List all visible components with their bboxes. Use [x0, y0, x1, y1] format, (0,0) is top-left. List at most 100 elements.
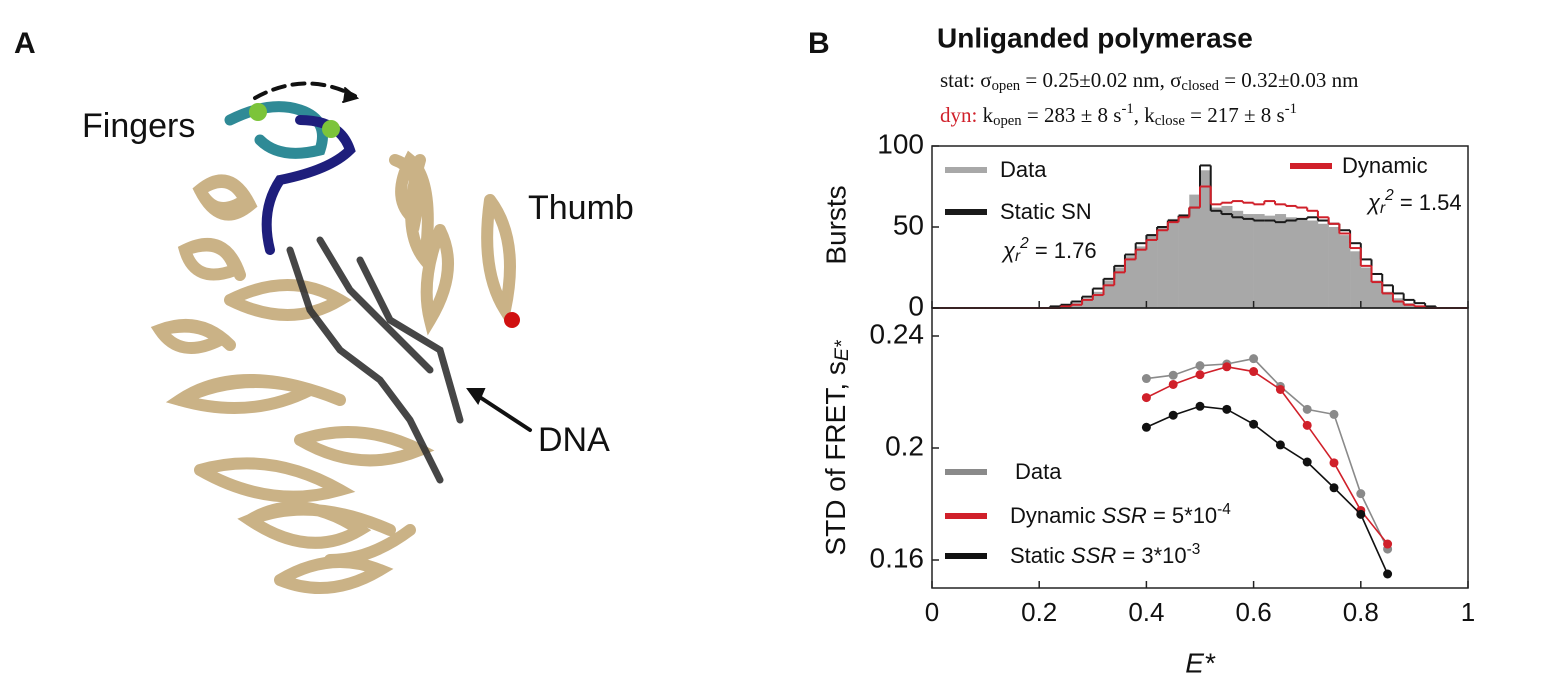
data-point: [1195, 401, 1205, 411]
histogram-bar: [1328, 227, 1340, 308]
fit-annotation: χr2 = 1.76: [1001, 235, 1097, 265]
y-axis-label: Bursts: [820, 185, 851, 264]
x-tick-label: 0.2: [1021, 597, 1057, 627]
legend-name: Dynamic: [1010, 503, 1096, 528]
panel-label: A: [14, 27, 36, 60]
annotation-part: -4: [1217, 501, 1231, 518]
histogram-bar: [1221, 205, 1233, 308]
histogram-bar: [1178, 214, 1190, 308]
subtitle-part: closed: [1181, 78, 1219, 94]
annotation-part: = 3*10: [1116, 543, 1186, 568]
histogram-bar: [1124, 256, 1136, 308]
histogram-bar: [1189, 194, 1201, 308]
y-tick-label: 0: [908, 290, 924, 321]
annotation-part: r: [1015, 248, 1021, 265]
histogram-bar: [1146, 235, 1158, 308]
histogram-bar: [1242, 214, 1254, 308]
annotation-part: χ: [1001, 238, 1016, 263]
data-point: [1249, 367, 1259, 377]
x-axis-label: E*: [1185, 647, 1216, 678]
data-point: [1222, 362, 1232, 372]
subtitle-part: dyn:: [940, 103, 977, 127]
legend-label: Data: [1000, 157, 1047, 182]
data-point: [1168, 370, 1178, 380]
annotation-part: = 5*10: [1147, 503, 1217, 528]
subtitle-part: = 283 ± 8 s: [1022, 103, 1122, 127]
histogram-bar: [1210, 207, 1222, 308]
chart-title: Unliganded polymerase: [937, 22, 1253, 53]
data-point: [1383, 569, 1393, 579]
data-point: [1302, 420, 1312, 430]
y-tick-label: 0.16: [870, 542, 925, 573]
annotation-part: = 1.76: [1029, 238, 1097, 263]
data-point: [1141, 422, 1151, 432]
histogram-bar: [1157, 227, 1169, 308]
x-tick-label: 0.6: [1236, 597, 1272, 627]
x-tick-label: 0.8: [1343, 597, 1379, 627]
annotation-part: 2: [1384, 187, 1394, 204]
data-point: [1249, 419, 1259, 429]
histogram-bar: [1082, 298, 1094, 308]
protein-structure: [150, 81, 532, 594]
histogram-bar: [1350, 251, 1362, 308]
histogram-bar: [1371, 280, 1383, 308]
y-tick-label: 100: [877, 128, 924, 159]
subtitle: stat: σopen = 0.25±0.02 nm, σclosed = 0.…: [940, 68, 1358, 95]
data-point: [1329, 409, 1339, 419]
annotation: Thumb: [528, 189, 634, 227]
label-part: STD of FRET, s: [820, 361, 851, 555]
histogram-bar: [1092, 291, 1104, 308]
y-tick-label: 0.24: [870, 318, 925, 349]
annotation-part: r: [1380, 200, 1386, 217]
data-point: [1302, 457, 1312, 467]
label-part: E*: [831, 339, 853, 361]
series-line: [1146, 405, 1389, 575]
fit-annotation: χr2 = 1.54: [1366, 187, 1462, 217]
data-point: [1195, 370, 1205, 380]
subtitle-part: -1: [1121, 101, 1133, 117]
histogram-bar: [1339, 235, 1351, 308]
panel-label: B: [808, 27, 830, 60]
subtitle: dyn: kopen = 283 ± 8 s-1, kclose = 217 ±…: [940, 101, 1297, 129]
series-line: [1146, 357, 1389, 550]
histogram-bar: [1103, 280, 1115, 308]
histogram-bar: [1392, 298, 1404, 308]
x-tick-label: 0: [925, 597, 939, 627]
histogram-bar: [1307, 220, 1319, 308]
legend-label: Dynamic: [1342, 153, 1428, 178]
subtitle-part: , k: [1134, 103, 1156, 127]
legend-label: Static SSR = 3*10-3: [1010, 541, 1200, 568]
data-point: [1329, 483, 1339, 493]
histogram-bar: [1360, 267, 1372, 308]
data-point: [1356, 489, 1366, 499]
data-point: [1249, 354, 1259, 364]
x-tick-label: 0.4: [1128, 597, 1164, 627]
data-point: [1302, 404, 1312, 414]
data-point: [1141, 374, 1151, 384]
histogram-bar: [1253, 214, 1265, 308]
annotation-part: -3: [1187, 541, 1201, 558]
annotation-part: = 1.54: [1394, 190, 1462, 215]
data-point: [1168, 379, 1178, 389]
subtitle-part: open: [993, 113, 1022, 129]
annotation: Fingers: [82, 107, 195, 145]
subtitle-part: = 217 ± 8 s: [1185, 103, 1285, 127]
data-point: [1329, 458, 1339, 468]
y-axis-label: STD of FRET, sE*: [820, 339, 853, 556]
subtitle-part: stat: σ: [940, 68, 992, 92]
histogram-bar: [1296, 218, 1308, 308]
legend-label: Data: [1015, 459, 1062, 484]
annotation-part: χ: [1366, 190, 1381, 215]
subtitle-part: = 0.25±0.02 nm, σ: [1020, 68, 1181, 92]
series-line: [1146, 365, 1389, 545]
histogram-bar: [1275, 214, 1287, 308]
histogram-bar: [1317, 223, 1329, 308]
data-point: [1383, 539, 1393, 549]
histogram-bar: [1135, 246, 1147, 308]
subtitle-part: -1: [1285, 101, 1297, 117]
histogram-bar: [1285, 217, 1297, 308]
x-tick-label: 1: [1461, 597, 1475, 627]
data-point: [1168, 410, 1178, 420]
subtitle-part: = 0.32±0.03 nm: [1219, 68, 1358, 92]
